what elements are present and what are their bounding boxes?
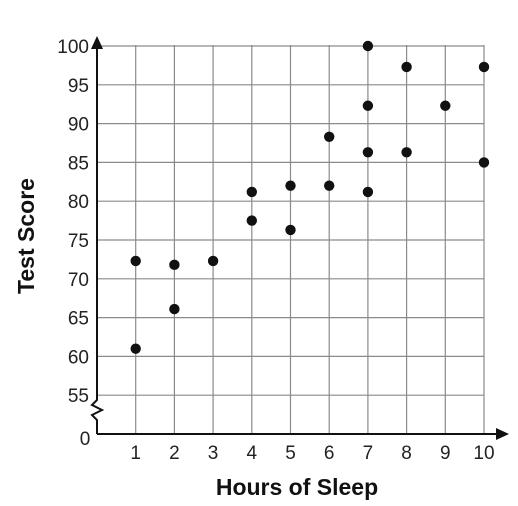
x-tick-label: 8 (401, 443, 412, 464)
x-tick-labels: 1 2 3 4 5 6 7 8 9 10 (130, 443, 494, 464)
data-point (362, 186, 374, 198)
y-tick-label: 70 (68, 270, 89, 291)
data-point (130, 343, 141, 354)
data-point (285, 180, 296, 191)
y-tick-label: 100 (57, 37, 89, 58)
data-point (440, 100, 451, 111)
x-tick-label: 2 (169, 443, 180, 464)
y-axis-title: Test Score (13, 178, 39, 294)
data-point (130, 255, 141, 267)
data-point (207, 255, 219, 267)
x-tick-label: 9 (440, 443, 451, 464)
data-point (324, 180, 335, 191)
data-point (401, 147, 412, 158)
data-point (362, 100, 374, 111)
x-tick-label: 3 (208, 443, 219, 464)
axes (90, 36, 509, 440)
x-tick-label: 10 (473, 443, 494, 464)
y-axis-arrow (91, 36, 103, 49)
y-tick-label: 75 (68, 231, 89, 252)
data-point (246, 215, 257, 226)
data-point (401, 61, 412, 73)
data-point (169, 303, 180, 315)
y-tick-labels: 55 60 65 70 75 80 85 90 95 100 (57, 37, 89, 407)
data-point (362, 147, 374, 158)
y-tick-label: 90 (68, 115, 89, 136)
data-point (362, 40, 374, 52)
y-axis-line (90, 39, 105, 434)
data-point (169, 259, 180, 271)
origin-label: 0 (80, 429, 91, 450)
x-tick-label: 4 (247, 443, 258, 464)
x-tick-label: 1 (130, 443, 141, 464)
x-tick-label: 6 (324, 443, 335, 464)
x-tick-label: 7 (363, 443, 374, 464)
x-axis-arrow (496, 428, 509, 440)
data-point (478, 157, 490, 168)
x-axis-title: Hours of Sleep (216, 474, 378, 500)
y-tick-label: 60 (68, 347, 89, 368)
y-tick-label: 55 (68, 386, 89, 407)
y-tick-label: 85 (68, 153, 89, 174)
data-point (478, 61, 490, 73)
data-point (246, 186, 257, 198)
y-tick-label: 95 (68, 76, 89, 97)
y-tick-label: 80 (68, 192, 89, 213)
data-points (130, 40, 490, 354)
data-point (324, 131, 335, 142)
x-tick-label: 5 (285, 443, 296, 464)
grid (97, 45, 485, 434)
y-tick-label: 65 (68, 309, 89, 330)
data-point (285, 224, 296, 236)
